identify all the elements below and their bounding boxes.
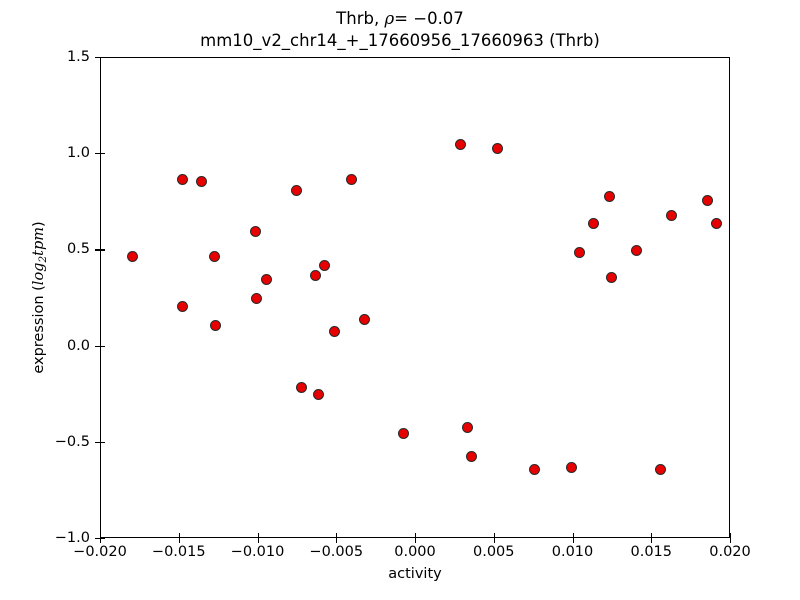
y-tick-mark-inner: [100, 441, 105, 443]
scatter-point: [566, 462, 578, 474]
y-tick-mark: [95, 57, 100, 59]
scatter-point: [251, 293, 263, 304]
scatter-point: [260, 273, 272, 285]
scatter-point: [528, 464, 540, 476]
scatter-point: [665, 210, 677, 222]
y-tick-label: 1.5: [66, 49, 90, 65]
x-tick-label: 0.005: [472, 544, 515, 560]
scatter-point: [654, 464, 666, 476]
scatter-point: [604, 191, 616, 203]
x-tick-mark-inner: [651, 533, 653, 538]
scatter-point: [210, 319, 222, 331]
scatter-point: [358, 314, 370, 326]
title-gene-name: Thrb,: [336, 9, 380, 28]
x-tick-mark: [651, 538, 653, 543]
scatter-point: [312, 389, 324, 401]
y-tick-mark: [95, 441, 100, 443]
y-tick-label: −1.0: [54, 530, 90, 546]
x-tick-label: −0.010: [230, 544, 285, 560]
scatter-point: [631, 244, 642, 256]
chart-title-line-2: mm10_v2_chr14_+_17660956_17660963 (Thrb): [200, 31, 600, 50]
chart-title: Thrb, ρ= −0.07 mm10_v2_chr14_+_17660956_…: [0, 8, 800, 52]
y-tick-mark-inner: [100, 345, 105, 347]
scatter-point: [328, 325, 340, 337]
x-tick-mark: [572, 538, 574, 543]
title-rho-symbol: ρ: [384, 9, 395, 28]
scatter-point: [574, 246, 586, 258]
y-tick-mark-inner: [100, 153, 105, 155]
y-tick-mark: [95, 345, 100, 347]
x-tick-mark-inner: [730, 533, 732, 538]
y-tick-mark-inner: [100, 538, 105, 540]
scatter-point: [196, 175, 208, 187]
scatter-points-layer: [101, 58, 729, 537]
scatter-point: [462, 421, 474, 433]
scatter-point: [492, 142, 504, 154]
scatter-point: [290, 185, 302, 197]
y-tick-label: 0.0: [66, 337, 90, 354]
scatter-point: [701, 194, 713, 206]
y-tick-mark-inner: [100, 249, 105, 251]
scatter-point: [711, 217, 723, 229]
scatter-point: [127, 250, 138, 262]
x-tick-mark: [257, 538, 259, 543]
x-tick-mark: [730, 538, 732, 543]
x-tick-label: 0.020: [709, 544, 751, 560]
y-axis-label: expression (log2tpm): [26, 57, 52, 538]
y-tick-label: 1.0: [66, 145, 90, 162]
scatter-point: [465, 450, 477, 462]
y-tick-label: 0.5: [66, 241, 90, 258]
scatter-point: [605, 271, 617, 283]
y-tick-mark-inner: [100, 57, 105, 59]
ylabel-math-sub: 2: [36, 255, 49, 263]
x-tick-mark-inner: [178, 533, 180, 538]
y-tick-mark: [95, 153, 100, 155]
x-axis-label: activity: [388, 566, 442, 582]
y-tick-mark: [95, 538, 100, 540]
scatter-point: [345, 173, 357, 185]
plot-area: [100, 57, 730, 538]
ylabel-math-base: log: [31, 262, 47, 286]
x-tick-label: −0.020: [73, 544, 127, 560]
y-tick-label: −0.5: [54, 433, 90, 450]
x-tick-mark-inner: [493, 533, 495, 538]
x-tick-mark: [178, 538, 180, 543]
scatter-point: [249, 225, 261, 237]
x-tick-mark-inner: [336, 533, 338, 538]
scatter-point: [319, 260, 331, 272]
x-tick-mark-inner: [415, 533, 417, 538]
x-tick-mark-inner: [572, 533, 574, 538]
x-tick-mark: [100, 538, 102, 543]
scatter-point: [454, 139, 466, 151]
y-tick-mark: [95, 249, 100, 251]
x-tick-label: −0.015: [151, 544, 206, 560]
x-tick-mark: [336, 538, 338, 543]
x-tick-label: 0.010: [551, 544, 594, 560]
x-tick-label: 0.015: [630, 544, 673, 560]
scatter-point: [177, 300, 189, 312]
x-tick-label: −0.005: [309, 544, 364, 560]
ylabel-suffix: ): [31, 221, 47, 228]
chart-title-line-1: Thrb, ρ= −0.07: [0, 8, 800, 30]
x-tick-mark-inner: [257, 533, 259, 538]
scatter-point: [208, 250, 220, 262]
x-tick-mark: [415, 538, 417, 543]
scatter-point: [309, 269, 321, 281]
scatter-point: [397, 427, 409, 439]
x-tick-label: 0.000: [394, 544, 436, 560]
scatter-point: [295, 381, 307, 393]
scatter-point: [588, 217, 600, 229]
scatter-point: [177, 173, 189, 185]
ylabel-prefix: expression (: [31, 285, 47, 374]
ylabel-math-rest: tpm: [31, 227, 47, 256]
x-tick-mark-inner: [100, 533, 102, 538]
title-rho-value: = −0.07: [394, 9, 464, 28]
x-tick-mark: [493, 538, 495, 543]
